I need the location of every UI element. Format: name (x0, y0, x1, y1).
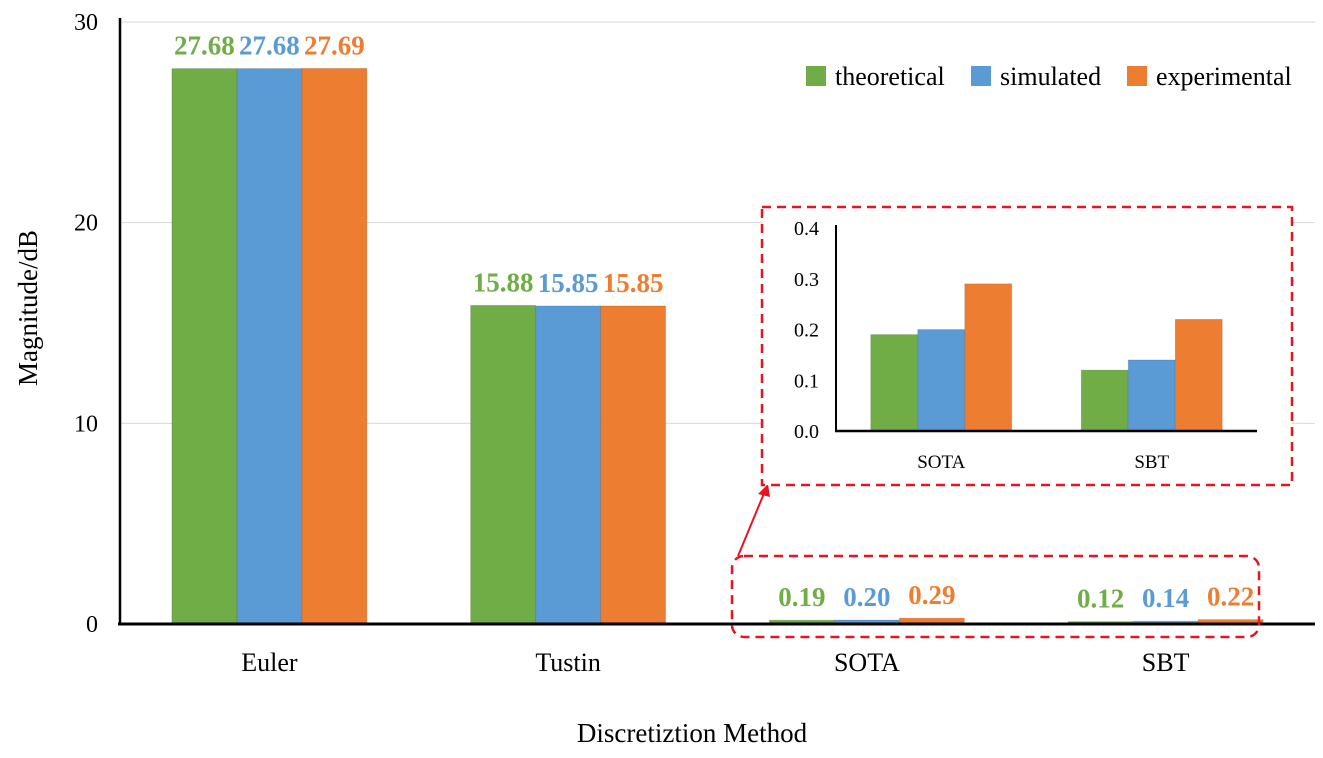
bar-tustin-experimental (600, 305, 667, 625)
main-bars (171, 67, 1264, 625)
main-axes (118, 18, 1315, 626)
legend-label-theoretical: theoretical (835, 62, 945, 91)
highlight-box (730, 554, 1261, 639)
legend-label-simulated: simulated (1000, 62, 1101, 91)
inset-y-tick-label: 0.3 (794, 269, 819, 291)
zoom-arrow-head (758, 484, 770, 497)
legend-swatch-simulated (971, 66, 991, 86)
x-axis-title: Discretiztion Method (577, 718, 808, 748)
data-label-euler-simulated: 27.68 (239, 31, 300, 61)
bar-euler-experimental (301, 67, 368, 625)
inset-bar-sota-experimental (964, 283, 1013, 432)
y-axis-title: Magnitude/dB (13, 230, 43, 386)
legend-swatch-experimental (1127, 66, 1147, 86)
main-category-labels: Euler Tustin SOTA SBT (241, 648, 1189, 677)
main-y-tick-labels: 0 10 20 30 (74, 10, 98, 638)
x-tick-label-sbt: SBT (1142, 648, 1190, 677)
inset-bar-sbt-theoretical (1080, 369, 1129, 432)
data-label-euler-experimental: 27.69 (304, 30, 365, 60)
y-tick-label: 20 (74, 211, 98, 237)
bar-euler-simulated (236, 68, 303, 625)
inset-y-tick-labels: 0.0 0.1 0.2 0.3 0.4 (794, 218, 819, 443)
y-tick-label: 0 (86, 612, 98, 638)
data-label-sbt-simulated: 0.14 (1142, 583, 1189, 613)
x-tick-label-euler: Euler (241, 648, 298, 677)
inset-bar-sbt-simulated (1127, 359, 1176, 432)
inset-y-tick-label: 0.0 (794, 421, 819, 443)
inset-bars (870, 283, 1223, 432)
bar-tustin-theoretical (470, 304, 537, 625)
inset-y-tick-label: 0.2 (794, 320, 819, 342)
data-label-tustin-simulated: 15.85 (538, 268, 599, 298)
bar-euler-theoretical (171, 68, 238, 625)
data-label-sota-theoretical: 0.19 (778, 582, 825, 612)
y-tick-label: 30 (74, 10, 98, 36)
legend-swatch-theoretical (806, 66, 826, 86)
data-label-tustin-experimental: 15.85 (603, 268, 664, 298)
inset-x-tick-label-sbt: SBT (1134, 452, 1169, 473)
inset-bar-sota-simulated (917, 329, 966, 432)
legend-label-experimental: experimental (1156, 62, 1292, 91)
bar-tustin-simulated (535, 305, 602, 625)
data-label-sota-simulated: 0.20 (843, 582, 890, 612)
data-label-sota-experimental: 0.29 (908, 580, 955, 610)
legend: theoretical simulated experimental (806, 62, 1292, 91)
data-label-euler-theoretical: 27.68 (174, 31, 235, 61)
inset-category-labels: SOTA SBT (917, 452, 1169, 473)
inset-axes (835, 225, 1257, 433)
inset-y-tick-label: 0.4 (794, 218, 819, 240)
inset-bar-sota-theoretical (870, 334, 919, 432)
x-tick-label-sota: SOTA (834, 648, 900, 677)
data-label-sbt-theoretical: 0.12 (1077, 584, 1124, 614)
inset-bar-sbt-experimental (1174, 318, 1223, 432)
data-label-tustin-theoretical: 15.88 (473, 267, 534, 297)
x-tick-label-tustin: Tustin (535, 648, 601, 677)
zoom-arrow (737, 490, 766, 557)
data-label-sbt-experimental: 0.22 (1207, 582, 1254, 612)
inset-y-tick-label: 0.1 (794, 370, 819, 392)
y-tick-label: 10 (74, 411, 98, 437)
inset-x-tick-label-sota: SOTA (917, 452, 965, 473)
